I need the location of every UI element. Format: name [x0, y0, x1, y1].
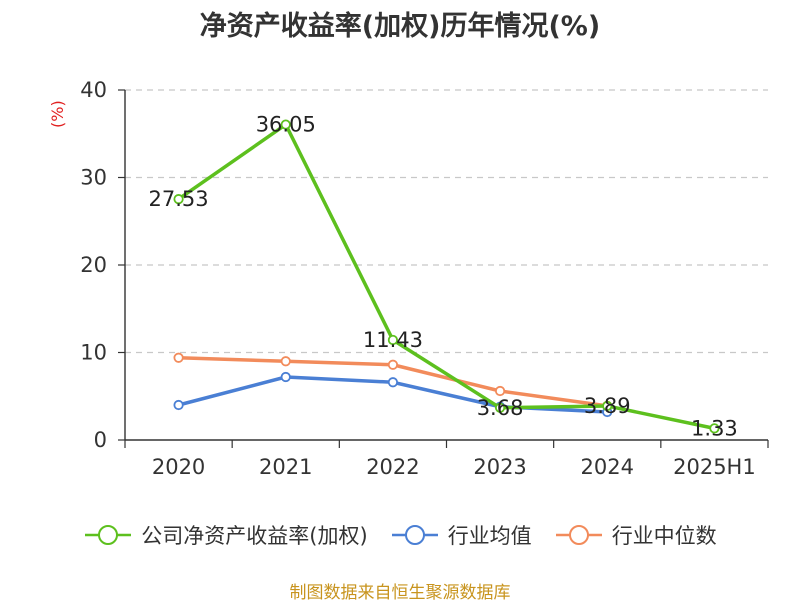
x-tick-label: 2023	[473, 455, 526, 479]
x-tick-label: 2022	[366, 455, 419, 479]
y-tick-label: 40	[80, 78, 107, 102]
data-point	[173, 399, 184, 411]
data-point	[387, 334, 399, 346]
data-point	[387, 377, 399, 388]
x-tick-label: 2025H1	[673, 455, 756, 479]
data-point	[494, 385, 506, 397]
data-point	[280, 356, 291, 367]
data-point	[602, 400, 613, 412]
x-tick-label: 2021	[259, 455, 312, 479]
data-label: 27.53	[149, 187, 209, 211]
data-label: 36.05	[256, 113, 316, 137]
data-point	[173, 194, 184, 205]
data-point	[494, 402, 506, 413]
y-tick-label: 20	[80, 253, 107, 277]
data-point	[387, 359, 399, 370]
y-tick-label: 30	[80, 166, 107, 190]
series-line	[177, 122, 715, 431]
chart-title: 净资产收益率(加权)历年情况(%)	[199, 11, 601, 42]
data-point	[280, 371, 291, 383]
legend-label: 行业均值	[447, 524, 532, 548]
data-point	[709, 423, 720, 434]
y-tick-label: 0	[94, 428, 107, 452]
legend-marker-icon	[85, 525, 132, 545]
data-point	[173, 352, 184, 363]
data-label: 1.33	[691, 416, 738, 440]
legend-item: 行业中位数	[554, 520, 717, 550]
legend-label: 公司净资产收益率(加权)	[141, 524, 368, 548]
legend-marker-icon	[555, 525, 602, 545]
legend: 公司净资产收益率(加权) 行业均值 行业中位数	[0, 520, 800, 550]
x-tick-label: 2020	[152, 455, 205, 479]
data-label: 3.89	[584, 394, 631, 418]
legend-item: 行业均值	[390, 520, 532, 550]
data-label: 11.43	[363, 328, 423, 352]
legend-item: 公司净资产收益率(加权)	[83, 520, 368, 550]
y-tick-label: 10	[80, 341, 107, 365]
data-label: 3.68	[477, 396, 524, 420]
source-note: 制图数据来自恒生聚源数据库	[289, 583, 511, 603]
line-chart: 0 10 20 30 40 2020 2021 2022 2023 2024 2025H1 27.53…	[80, 78, 769, 479]
legend-marker-icon	[391, 525, 438, 545]
legend-label: 行业中位数	[611, 524, 717, 548]
data-point	[280, 119, 291, 130]
x-tick-label: 2024	[581, 455, 634, 479]
